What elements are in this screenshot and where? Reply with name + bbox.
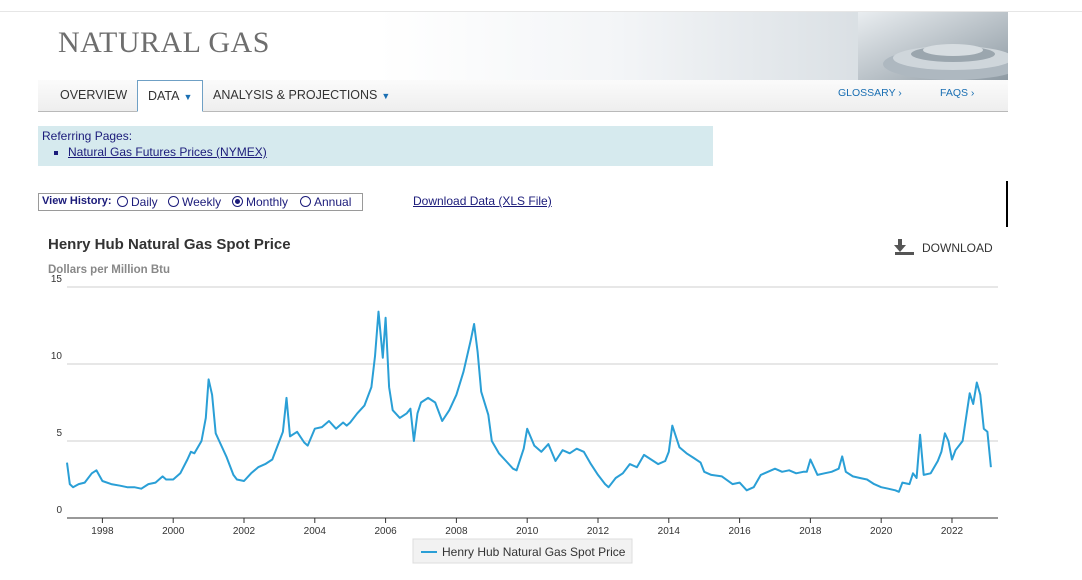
- y-tick-label: 15: [51, 274, 63, 285]
- series-line: [66, 310, 992, 493]
- bullet-icon: [54, 150, 58, 155]
- y-tick-label: 10: [51, 351, 63, 362]
- chart-title: Henry Hub Natural Gas Spot Price: [48, 236, 291, 253]
- gas-burner-image: [858, 12, 1008, 80]
- legend[interactable]: Henry Hub Natural Gas Spot Price: [412, 538, 633, 564]
- download-data-link[interactable]: Download Data (XLS File): [413, 194, 552, 208]
- referring-pages-box: Referring Pages: Natural Gas Futures Pri…: [38, 126, 713, 166]
- radio-icon: [168, 196, 179, 207]
- x-tick-label: 2018: [799, 526, 822, 537]
- top-strip: [0, 0, 1082, 12]
- tab-overview[interactable]: OVERVIEW: [50, 80, 137, 111]
- x-tick-label: 2014: [658, 526, 681, 537]
- banner: NATURAL GAS: [38, 12, 1008, 80]
- radio-monthly[interactable]: Monthly: [232, 195, 288, 209]
- radio-label: Weekly: [182, 195, 222, 209]
- radio-icon: [300, 196, 311, 207]
- radio-annual[interactable]: Annual: [300, 195, 351, 209]
- legend-label: Henry Hub Natural Gas Spot Price: [442, 545, 626, 559]
- radio-selected-icon: [232, 196, 243, 207]
- x-tick-label: 2020: [870, 526, 893, 537]
- x-tick-label: 2008: [445, 526, 468, 537]
- glossary-link[interactable]: GLOSSARY ›: [838, 87, 902, 99]
- x-tick-label: 1998: [91, 526, 114, 537]
- x-tick-label: 2016: [728, 526, 751, 537]
- tab-analysis-projections[interactable]: ANALYSIS & PROJECTIONS ▼: [203, 80, 400, 111]
- download-icon: [894, 239, 914, 255]
- y-tick-label: 0: [56, 505, 62, 516]
- x-tick-label: 2006: [374, 526, 397, 537]
- y-tick-label: 5: [56, 428, 62, 439]
- referring-pages-label: Referring Pages:: [42, 129, 133, 143]
- nymex-futures-link[interactable]: Natural Gas Futures Prices (NYMEX): [68, 145, 267, 159]
- tab-label: OVERVIEW: [60, 88, 128, 102]
- radio-daily[interactable]: Daily: [117, 195, 158, 209]
- radio-label: Annual: [314, 195, 352, 209]
- tab-label: ANALYSIS & PROJECTIONS: [213, 88, 378, 102]
- x-tick-label: 2010: [516, 526, 539, 537]
- x-tick-label: 2000: [162, 526, 185, 537]
- caret-down-icon: ▼: [183, 92, 193, 102]
- main-nav: OVERVIEW DATA ▼ ANALYSIS & PROJECTIONS ▼ G…: [38, 80, 1008, 112]
- radio-weekly[interactable]: Weekly: [168, 195, 221, 209]
- radio-label: Daily: [131, 195, 158, 209]
- x-tick-label: 2012: [587, 526, 610, 537]
- radio-icon: [117, 196, 128, 207]
- divider: [1006, 181, 1008, 227]
- chart-download-label: DOWNLOAD: [922, 241, 993, 255]
- caret-down-icon: ▼: [381, 91, 391, 101]
- list-item: Natural Gas Futures Prices (NYMEX): [54, 145, 267, 159]
- chart-subtitle: Dollars per Million Btu: [48, 264, 170, 276]
- x-tick-label: 2004: [304, 526, 327, 537]
- price-chart: Henry Hub Natural Gas Spot Price Dollars…: [48, 236, 998, 564]
- radio-label: Monthly: [246, 195, 289, 209]
- chart-download-button[interactable]: DOWNLOAD: [894, 239, 993, 255]
- tab-label: DATA: [148, 89, 180, 103]
- x-tick-label: 2002: [233, 526, 256, 537]
- view-history-selector: View History: Daily Weekly Monthly Annua…: [38, 193, 363, 211]
- page-title: NATURAL GAS: [58, 26, 270, 59]
- x-tick-label: 2022: [941, 526, 964, 537]
- faqs-link[interactable]: FAQS ›: [940, 87, 975, 99]
- view-history-label: View History:: [42, 195, 112, 207]
- tab-data[interactable]: DATA ▼: [137, 80, 204, 112]
